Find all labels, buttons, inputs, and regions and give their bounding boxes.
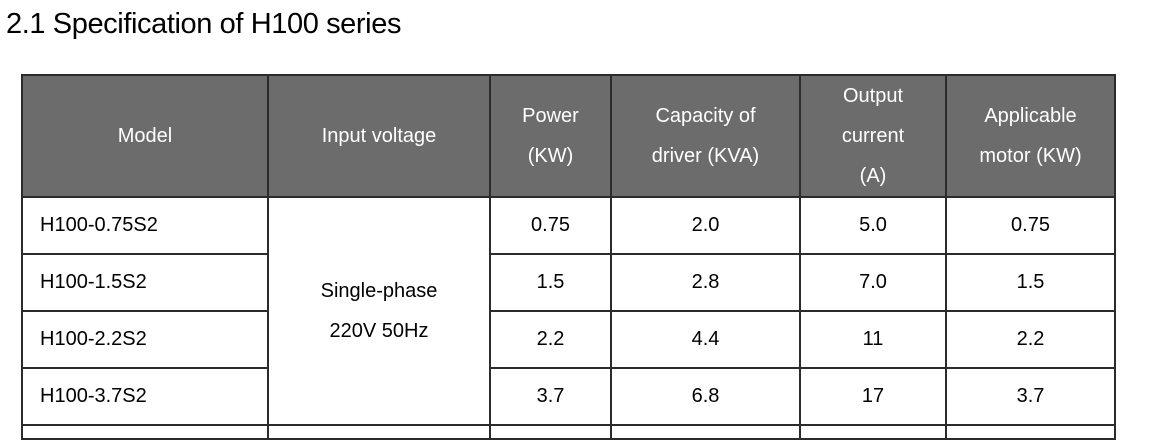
capacity-cell: 2.8 [610,253,801,312]
motor-cell: 0.75 [945,196,1116,255]
partial-cell [610,424,801,440]
input-voltage-line-2: 220V 50Hz [329,320,429,342]
header-applicable-motor: Applicable motor (KW) [945,74,1116,198]
table-row: H100-2.2S2 2.2 4.4 11 2.2 [21,310,1116,369]
header-applicable-motor-line-2: motor (KW) [979,145,1082,167]
header-output-current-line-2: current [841,125,905,147]
partial-cell [799,424,947,440]
capacity-cell: 4.4 [610,310,801,369]
model-cell: H100-3.7S2 [21,367,269,426]
input-voltage-cell: Single-phase 220V 50Hz [267,196,491,426]
power-cell: 3.7 [489,367,612,426]
current-cell: 5.0 [799,196,947,255]
header-power: Power (KW) [489,74,612,198]
current-cell: 17 [799,367,947,426]
specification-table: Model Input voltage Power (KW) Capacity o… [21,74,1116,440]
partial-cell [945,424,1116,440]
header-applicable-motor-line-1: Applicable [984,105,1077,127]
header-output-current-line-1: Output [842,85,904,107]
header-capacity-line-2: driver (KVA) [651,145,760,167]
table-row-partial [21,424,1116,440]
header-input-voltage: Input voltage [267,74,491,198]
partial-cell [21,424,269,440]
capacity-cell: 6.8 [610,367,801,426]
current-cell: 11 [799,310,947,369]
motor-cell: 3.7 [945,367,1116,426]
model-cell: H100-1.5S2 [21,253,269,312]
header-row: Model Input voltage Power (KW) Capacity o… [21,74,1116,198]
header-power-line-1: Power [522,105,579,127]
model-cell: H100-0.75S2 [21,196,269,255]
partial-cell [267,424,491,440]
section-heading: 2.1 Specification of H100 series [6,8,402,40]
header-output-current: Output current (A) [799,74,947,198]
table-row: H100-3.7S2 3.7 6.8 17 3.7 [21,367,1116,426]
header-output-current-line-3: (A) [859,165,887,187]
input-voltage-line-1: Single-phase [320,280,438,302]
header-capacity-line-1: Capacity of [655,105,756,127]
power-cell: 2.2 [489,310,612,369]
power-cell: 1.5 [489,253,612,312]
table-row: H100-1.5S2 1.5 2.8 7.0 1.5 [21,253,1116,312]
model-cell: H100-2.2S2 [21,310,269,369]
current-cell: 7.0 [799,253,947,312]
header-power-line-2: (KW) [527,145,574,167]
motor-cell: 1.5 [945,253,1116,312]
partial-cell [489,424,612,440]
header-capacity: Capacity of driver (KVA) [610,74,801,198]
table-row: H100-0.75S2 Single-phase 220V 50Hz 0.75 2… [21,196,1116,426]
header-model: Model [21,74,269,198]
motor-cell: 2.2 [945,310,1116,369]
power-cell: 0.75 [489,196,612,255]
capacity-cell: 2.0 [610,196,801,255]
